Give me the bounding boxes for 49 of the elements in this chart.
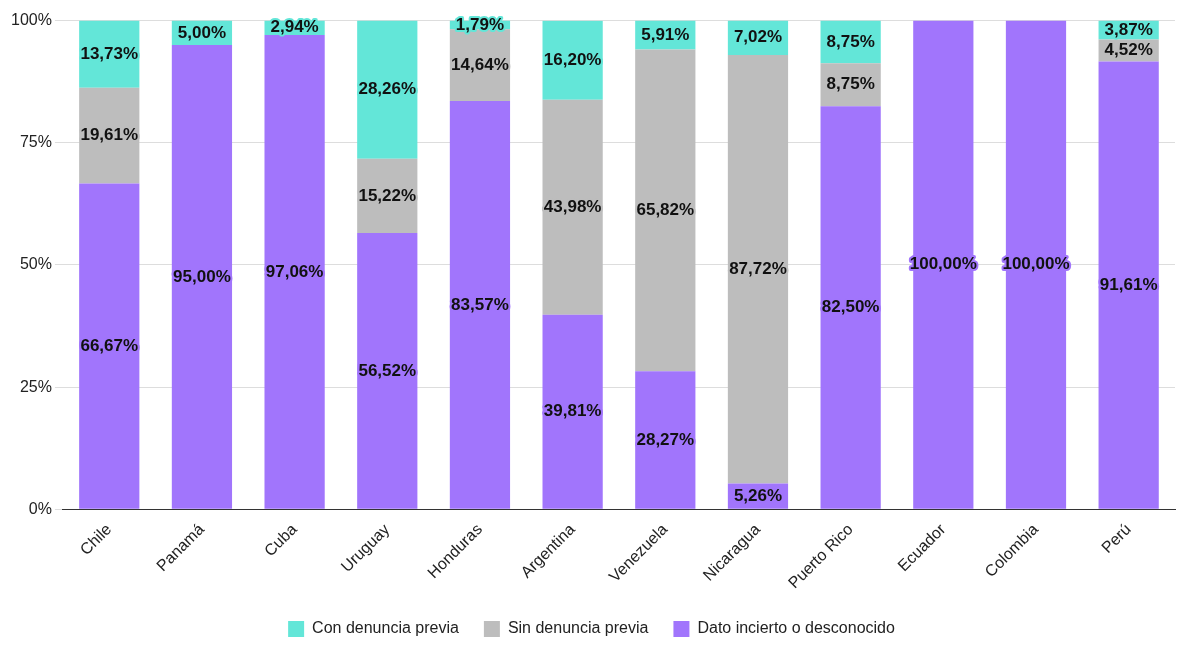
bar — [171, 45, 233, 509]
data-label: 28,27% — [636, 429, 695, 449]
data-label: 5,00% — [177, 22, 227, 42]
legend-label: Dato incierto o desconocido — [697, 619, 895, 637]
data-label: 91,61% — [1099, 274, 1158, 294]
data-label: 82,50% — [821, 297, 880, 317]
bar — [635, 49, 696, 372]
data-label: 87,72% — [729, 258, 787, 278]
data-label: 3,87% — [1104, 19, 1153, 39]
data-label: 2,94% — [270, 17, 319, 37]
data-label: 19,61% — [80, 125, 139, 145]
bar — [727, 54, 789, 484]
data-label: 14,64% — [451, 54, 509, 74]
legend-label: Sin denuncia previa — [507, 619, 649, 637]
data-label: 8,75% — [826, 31, 875, 51]
bar — [79, 183, 140, 509]
bar — [820, 106, 881, 509]
y-tick-label: 50% — [19, 255, 52, 273]
y-tick-label: 75% — [19, 133, 52, 151]
y-tick-label: 0% — [28, 499, 52, 517]
data-label: 65,82% — [636, 200, 695, 220]
bar — [264, 34, 325, 509]
bar — [542, 314, 603, 509]
data-label: 15,22% — [358, 185, 417, 205]
bar — [357, 233, 418, 509]
data-label: 97,06% — [265, 261, 324, 281]
data-label: 100,00% — [909, 254, 977, 274]
data-label: 5,91% — [641, 24, 690, 44]
data-label: 83,57% — [451, 294, 509, 314]
y-tick-label: 25% — [19, 377, 52, 395]
bar — [1098, 61, 1159, 509]
data-label: 4,52% — [1104, 40, 1153, 60]
data-label: 100,00% — [1002, 254, 1070, 274]
data-label: 7,02% — [733, 27, 783, 47]
data-label: 28,26% — [358, 79, 417, 99]
bar — [542, 99, 603, 315]
data-label: 43,98% — [543, 196, 602, 216]
data-label: 16,20% — [543, 49, 602, 69]
legend-label: Con denuncia previa — [312, 619, 459, 637]
y-tick-label: 100% — [11, 11, 52, 29]
data-label: 8,75% — [826, 74, 875, 94]
data-label: 1,79% — [455, 14, 505, 34]
bar — [449, 100, 511, 509]
data-label: 95,00% — [173, 266, 231, 286]
data-label: 13,73% — [80, 43, 139, 63]
data-label: 5,26% — [733, 485, 783, 505]
data-label: 39,81% — [543, 401, 602, 421]
data-label: 66,67% — [80, 335, 139, 355]
data-label: 56,52% — [358, 360, 417, 380]
